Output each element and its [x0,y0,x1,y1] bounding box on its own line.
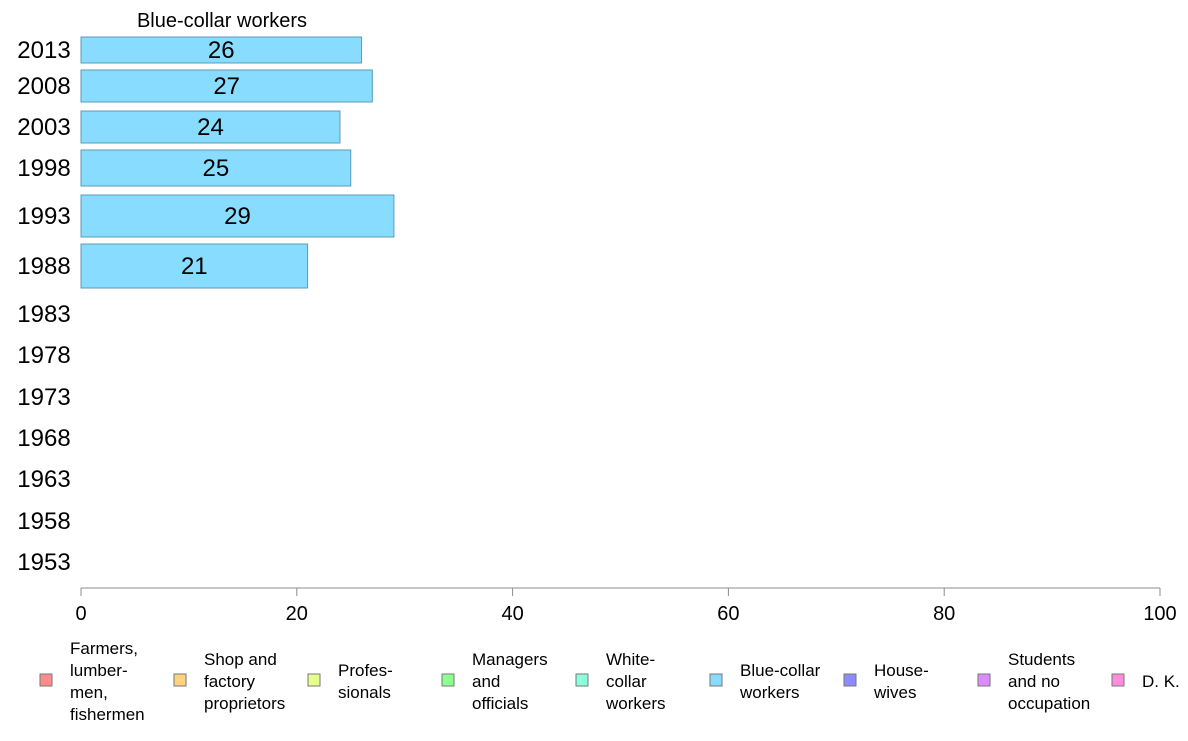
legend-item: Managers and officials [441,650,548,713]
legend-label-line: White- [606,650,655,669]
bar [80,243,309,289]
y-tick-label: 1958 [17,508,70,535]
legend-label-line: Profes- [338,661,393,680]
legend-label-line: workers [605,694,666,713]
legend-swatch [173,673,187,687]
legend-label-line: occupation [1008,694,1090,713]
bar-value-label: 26 [208,37,235,64]
bars-group: 26 27 24 25 29 21 [80,36,395,289]
x-tick-label: 20 [286,603,308,625]
y-tick-label: 1973 [17,384,70,411]
legend-item: Shop and factory proprietors [173,650,285,713]
legend-label-line: collar [606,672,647,691]
legend-label-line: workers [739,683,800,702]
bar-value-label: 25 [203,155,230,182]
legend-label-line: factory [204,672,256,691]
bar [80,36,363,64]
legend-swatch [977,673,991,687]
legend-label-line: D. K. [1142,672,1180,691]
x-tick-label: 100 [1143,603,1176,625]
legend-item: Farmers, lumber-men, fishermen [39,639,145,724]
y-tick-label: 1968 [17,425,70,452]
legend-label-line: Students [1008,650,1075,669]
bar-value-label: 29 [224,203,251,230]
legend-item: White-collar workers [575,650,666,713]
bar-value-label: 24 [197,114,224,141]
legend-item: Blue-collar workers [709,661,821,702]
legend-label-line: officials [472,694,528,713]
legend-swatch [709,673,723,687]
legend-label-line: men, [70,683,108,702]
legend-swatch [843,673,857,687]
x-tick-label: 80 [933,603,955,625]
legend-item: D. K. [1111,672,1180,691]
x-tick-label: 0 [75,603,86,625]
x-axis: 0 20 40 60 80 100 [75,587,1177,625]
legend-label-line: Shop and [204,650,277,669]
legend-swatch [1111,673,1125,687]
y-tick-label: 1953 [17,549,70,576]
y-tick-label: 1983 [17,301,70,328]
bar [80,194,395,238]
y-tick-label: 2008 [17,73,70,100]
legend-label-line: wives [873,683,917,702]
x-tick-label: 40 [501,603,523,625]
legend-label-line: proprietors [204,694,285,713]
legend: Farmers, lumber-men, fishermen Shop and fact… [39,639,1180,724]
y-tick-label: 1998 [17,155,70,182]
y-tick-label: 1993 [17,203,70,230]
legend-label-line: lumber- [70,661,128,680]
bar [80,69,373,103]
legend-label-line: Farmers, [70,639,138,658]
legend-item: Students and no occupation [977,650,1090,713]
y-tick-label: 2003 [17,114,70,141]
legend-label-line: fishermen [70,705,145,724]
y-tick-label: 1978 [17,342,70,369]
legend-swatch [441,673,455,687]
legend-item: Profes-sionals [307,661,393,702]
y-tick-label: 1963 [17,466,70,493]
bar [80,149,352,187]
bar-value-label: 27 [213,73,240,100]
legend-swatch [307,673,321,687]
legend-swatch [39,673,53,687]
legend-label-line: sionals [338,683,391,702]
x-tick-label: 60 [717,603,739,625]
legend-item: House-wives [843,661,929,702]
legend-swatch [575,673,589,687]
y-tick-label: 2013 [17,37,70,64]
y-tick-label: 1988 [17,253,70,280]
chart-title: Blue-collar workers [137,10,307,32]
legend-label-line: Managers [472,650,548,669]
y-tick-labels: 2013 2008 2003 1998 1993 1988 1983 1978 1973 1968… [17,37,70,576]
bar [80,110,341,144]
legend-label-line: and [472,672,500,691]
legend-label-line: House- [874,661,929,680]
bar-value-label: 21 [181,253,208,280]
legend-label-line: and no [1008,672,1060,691]
legend-label-line: Blue-collar [740,661,821,680]
